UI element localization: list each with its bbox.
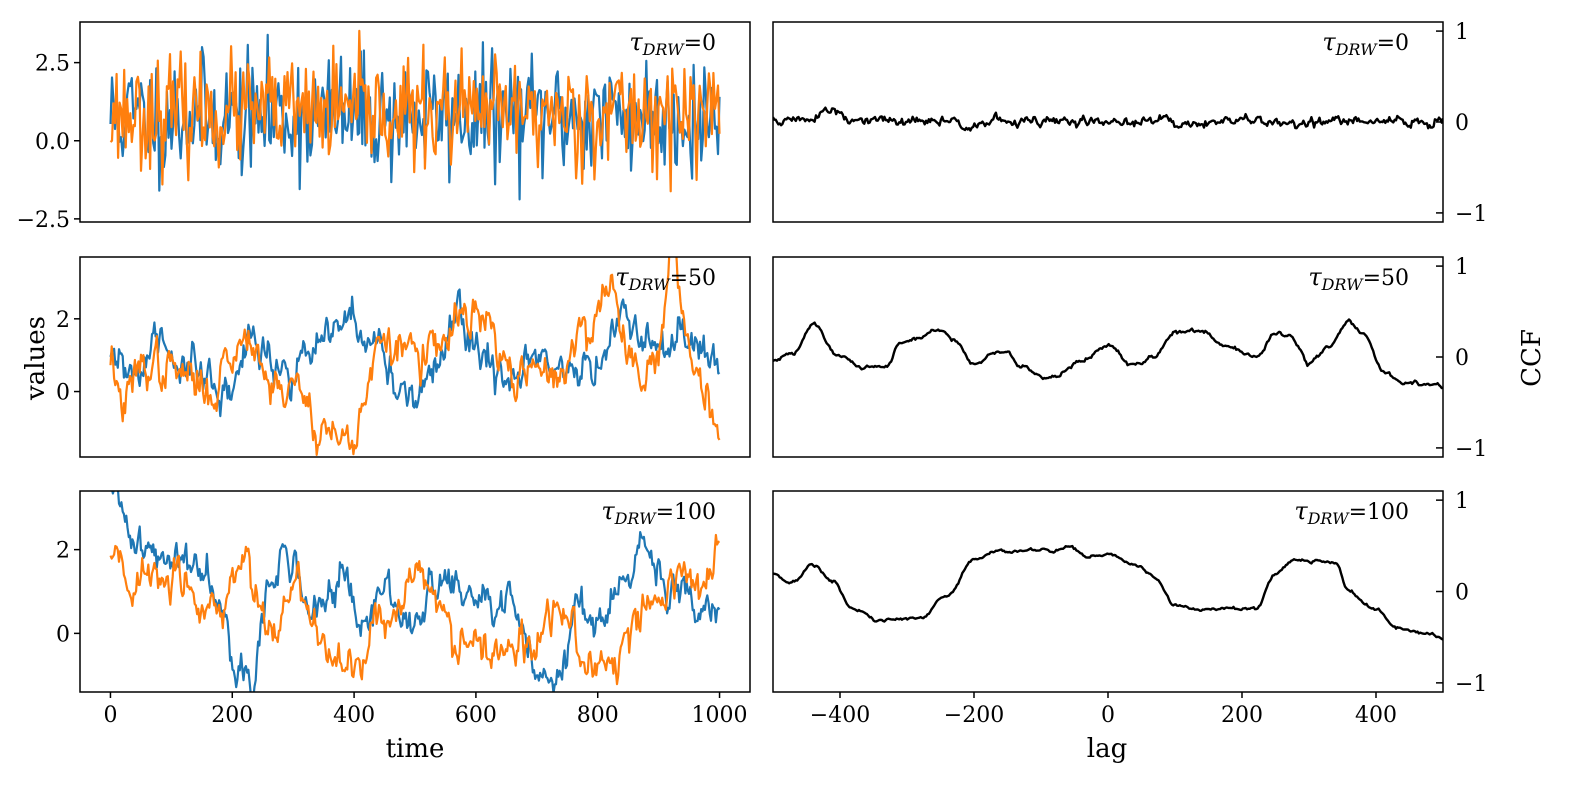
series-line [109, 288, 721, 418]
x-tick-label: 800 [577, 703, 619, 728]
series-line [111, 491, 721, 692]
chart-panel: 0 2 0 200 400 600 800 1000 τDRW=100 [56, 490, 751, 728]
y-tick-label: 0 [1455, 346, 1469, 371]
chart-panel: −2.5 0.0 2.5 τDRW=0 [17, 21, 751, 233]
tau-annotation: τDRW=50 [1308, 263, 1409, 294]
series-line [109, 533, 721, 686]
ccf-line [773, 544, 1443, 641]
x-tick-label: 400 [1355, 703, 1397, 728]
axes-frame [79, 21, 751, 223]
x-tick-label: 200 [1221, 703, 1263, 728]
x-tick-label: 1000 [692, 703, 748, 728]
y-tick-label: 0 [56, 381, 70, 406]
x-tick-label: 200 [211, 703, 253, 728]
y-tick-label: 0 [1455, 111, 1469, 136]
y-tick-label: −1 [1455, 672, 1487, 697]
panels-group: −2.5 0.0 2.5 τDRW=0 0 2 τDRW=50 0 2 0 200 400 600 800… [17, 20, 1488, 728]
y-tick-label: 0 [56, 622, 70, 647]
y-tick-label: 1 [1455, 489, 1469, 514]
x-tick-label: −400 [810, 703, 870, 728]
x-tick-label: 400 [333, 703, 375, 728]
y-tick-label: 0 [1455, 581, 1469, 606]
axes-frame [79, 490, 751, 693]
y-tick-label: −2.5 [17, 208, 70, 233]
tau-annotation: τDRW=0 [629, 28, 716, 59]
ccf-line [773, 318, 1443, 390]
tau-annotation: τDRW=0 [1322, 28, 1409, 59]
right-y-axis-label: CCF [1517, 329, 1547, 387]
x-tick-label: 0 [1101, 703, 1115, 728]
series-line [109, 29, 721, 193]
right-x-axis-label: lag [1087, 734, 1127, 764]
ccf-line [773, 106, 1443, 132]
tau-annotation: τDRW=100 [601, 497, 716, 528]
chart-panel: −1 0 1 τDRW=0 [772, 20, 1487, 227]
left-x-axis-label: time [386, 734, 445, 764]
left-y-axis-label: values [21, 316, 51, 401]
chart-panel: −1 0 1 τDRW=50 [772, 255, 1487, 462]
y-tick-label: −1 [1455, 437, 1487, 462]
tau-annotation: τDRW=100 [1294, 497, 1409, 528]
y-tick-label: 0.0 [35, 130, 70, 155]
x-tick-label: −200 [944, 703, 1004, 728]
chart-panel: 0 2 τDRW=50 [56, 256, 751, 458]
axes-frame [79, 256, 751, 458]
series-line [109, 257, 721, 456]
chart-panel: −1 0 1 −400 −200 0 200 400 τDRW=100 [772, 489, 1487, 728]
y-tick-label: 2 [56, 539, 70, 564]
x-tick-label: 0 [103, 703, 117, 728]
y-tick-label: 2.5 [35, 52, 70, 77]
y-tick-label: 2 [56, 308, 70, 333]
y-tick-label: −1 [1455, 202, 1487, 227]
y-tick-label: 1 [1455, 20, 1469, 45]
x-tick-label: 600 [455, 703, 497, 728]
tau-annotation: τDRW=50 [615, 263, 716, 294]
y-tick-label: 1 [1455, 255, 1469, 280]
